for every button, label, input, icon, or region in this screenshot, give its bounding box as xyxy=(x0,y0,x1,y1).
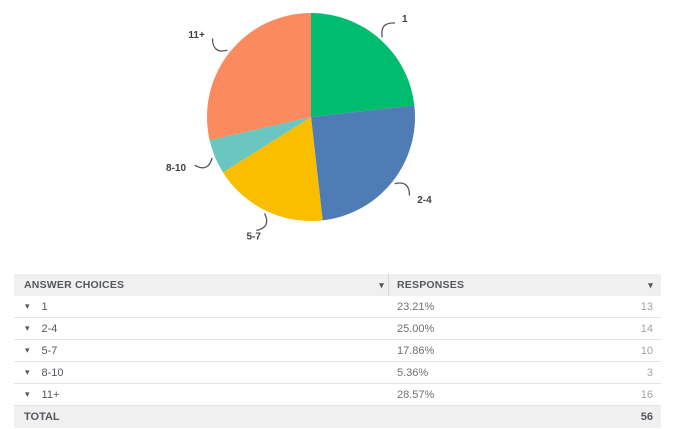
table-row: ▾ 11+ 28.57% 16 xyxy=(14,384,661,406)
pie-chart: 1 2-4 5-7 8-10 11+ xyxy=(166,13,432,242)
table-row: ▾ 1 23.21% 13 xyxy=(14,296,661,318)
response-count: 13 xyxy=(640,300,653,313)
table-header-row: ANSWER CHOICES ▾ RESPONSES ▾ xyxy=(14,274,661,296)
expand-caret-icon[interactable]: ▾ xyxy=(25,389,30,399)
response-percent: 23.21% xyxy=(397,300,435,313)
responses-sort-caret-icon[interactable]: ▾ xyxy=(648,279,653,290)
results-table: ANSWER CHOICES ▾ RESPONSES ▾ ▾ 1 23.21% … xyxy=(14,274,661,428)
response-count: 14 xyxy=(640,322,653,335)
answer-label: 1 xyxy=(41,300,48,313)
pie-slice-8-10[interactable] xyxy=(209,117,311,173)
answer-label: 11+ xyxy=(41,388,60,401)
response-count: 16 xyxy=(640,388,653,401)
pie-label-8-10: 8-10 xyxy=(166,163,186,174)
response-count: 3 xyxy=(646,366,653,379)
pie-slice-2-4[interactable] xyxy=(311,105,416,221)
pie-slice-11+[interactable] xyxy=(207,13,311,141)
table-row: ▾ 2-4 25.00% 14 xyxy=(14,318,661,340)
table-total-row: TOTAL 56 xyxy=(14,406,661,428)
header-answer-choices: ANSWER CHOICES ▾ xyxy=(14,274,389,296)
response-percent: 28.57% xyxy=(397,388,435,401)
leader-line xyxy=(256,213,268,232)
answer-label: 8-10 xyxy=(41,366,64,379)
table-row: ▾ 8-10 5.36% 3 xyxy=(14,362,661,384)
expand-caret-icon[interactable]: ▾ xyxy=(25,367,30,377)
pie-label-2-4: 2-4 xyxy=(417,195,432,206)
answer-choices-header-label: ANSWER CHOICES xyxy=(24,279,125,291)
leader-line xyxy=(381,22,395,38)
expand-caret-icon[interactable]: ▾ xyxy=(25,345,30,355)
header-responses: RESPONSES ▾ xyxy=(389,274,661,296)
response-percent: 17.86% xyxy=(397,344,435,357)
leader-line xyxy=(211,38,228,52)
pie-label-11+: 11+ xyxy=(188,30,205,41)
pie-slice-5-7[interactable] xyxy=(222,117,323,222)
response-count: 10 xyxy=(640,344,653,357)
answer-label: 2-4 xyxy=(41,322,58,335)
table-row: ▾ 5-7 17.86% 10 xyxy=(14,340,661,362)
total-count: 56 xyxy=(640,411,653,423)
expand-caret-icon[interactable]: ▾ xyxy=(25,323,30,333)
answer-choices-sort-caret-icon[interactable]: ▾ xyxy=(379,279,384,290)
pie-slice-1[interactable] xyxy=(311,13,415,117)
total-label: TOTAL xyxy=(24,411,60,423)
response-percent: 5.36% xyxy=(397,366,429,379)
pie-label-5-7: 5-7 xyxy=(247,231,262,242)
response-percent: 25.00% xyxy=(397,322,435,335)
leader-line xyxy=(394,182,411,196)
expand-caret-icon[interactable]: ▾ xyxy=(25,301,30,311)
leader-line xyxy=(194,157,213,169)
pie-label-1: 1 xyxy=(402,14,408,25)
responses-header-label: RESPONSES xyxy=(397,279,465,291)
answer-label: 5-7 xyxy=(41,344,58,357)
